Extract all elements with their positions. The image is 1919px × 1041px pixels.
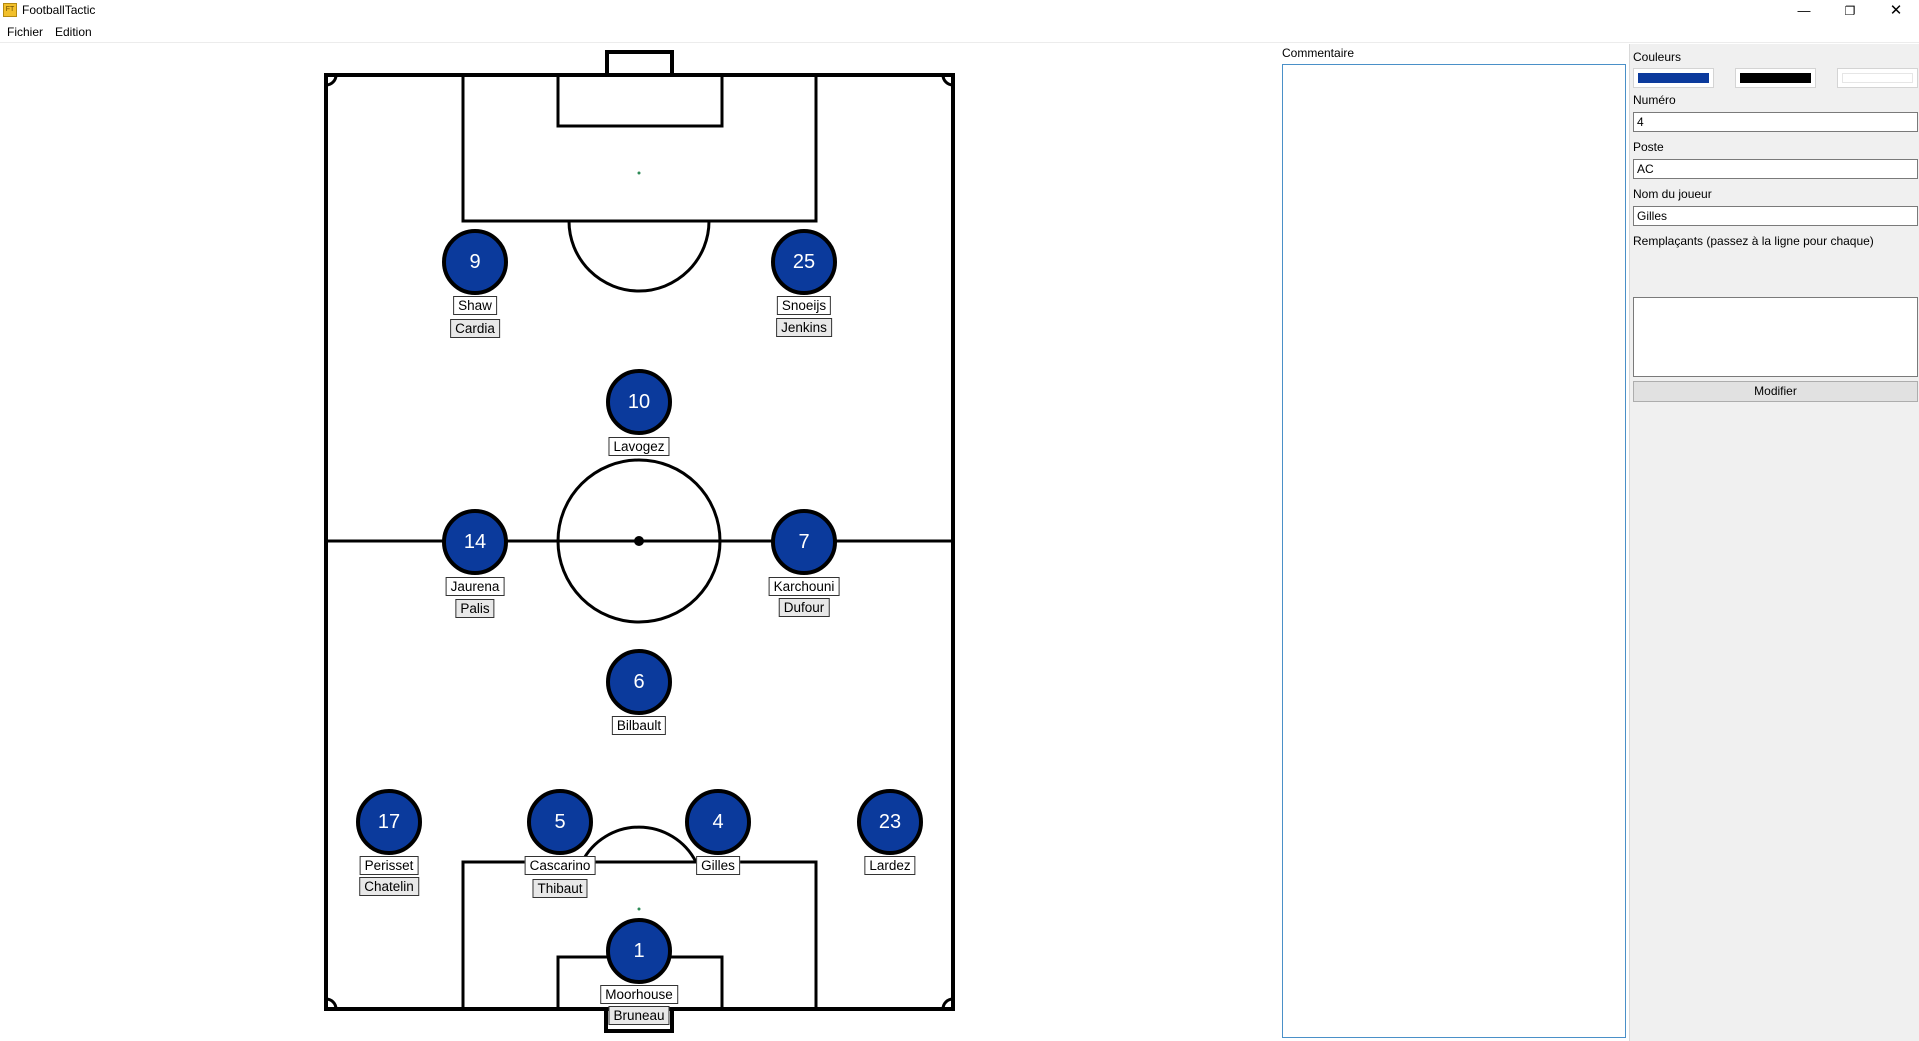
player-sub-tag[interactable]: Thibaut xyxy=(532,879,588,898)
primary-color-swatch xyxy=(1638,73,1709,83)
player-sub-tag[interactable]: Bruneau xyxy=(608,1006,670,1025)
menu-edition[interactable]: Edition xyxy=(55,25,92,39)
player-token[interactable]: 14 xyxy=(442,509,508,575)
player-name-tag[interactable]: Lavogez xyxy=(608,437,670,456)
secondary-color-swatch xyxy=(1842,73,1913,83)
player-token[interactable]: 4 xyxy=(685,789,751,855)
numero-label: Numéro xyxy=(1633,93,1676,107)
primary-color-picker[interactable] xyxy=(1633,68,1714,88)
poste-label: Poste xyxy=(1633,140,1664,154)
poste-input[interactable] xyxy=(1633,159,1918,179)
player-name-tag[interactable]: Jaurena xyxy=(445,577,505,596)
title-bar: FT FootballTactic — ❐ ✕ xyxy=(0,0,1919,22)
player-name-tag[interactable]: Perisset xyxy=(359,856,419,875)
player-token[interactable]: 17 xyxy=(356,789,422,855)
player-name-tag[interactable]: Karchouni xyxy=(768,577,840,596)
player-sub-tag[interactable]: Chatelin xyxy=(359,877,419,896)
comment-label: Commentaire xyxy=(1282,46,1355,60)
player-sub-tag[interactable]: Dufour xyxy=(778,598,830,617)
modifier-button[interactable]: Modifier xyxy=(1633,381,1918,402)
football-tactic-app-icon: FT xyxy=(3,3,17,17)
player-name-tag[interactable]: Snoeijs xyxy=(776,296,832,315)
player-token[interactable]: 1 xyxy=(606,918,672,984)
player-name-tag[interactable]: Cascarino xyxy=(524,856,596,875)
player-token[interactable]: 25 xyxy=(771,229,837,295)
colors-label: Couleurs xyxy=(1633,50,1682,64)
player-token[interactable]: 23 xyxy=(857,789,923,855)
player-properties-panel: Couleurs Numéro Poste Nom du joueur Remp… xyxy=(1629,44,1919,1041)
player-name-tag[interactable]: Lardez xyxy=(864,856,916,875)
player-name-tag[interactable]: Gilles xyxy=(696,856,740,875)
player-token[interactable]: 10 xyxy=(606,369,672,435)
minimize-button[interactable]: — xyxy=(1797,3,1811,18)
remplacants-label: Remplaçants (passez à la ligne pour chaq… xyxy=(1633,234,1874,248)
nom-joueur-input[interactable] xyxy=(1633,206,1918,226)
maximize-button[interactable]: ❐ xyxy=(1844,4,1856,18)
close-button[interactable]: ✕ xyxy=(1889,2,1903,19)
border-color-picker[interactable] xyxy=(1735,68,1816,88)
remplacants-textarea[interactable] xyxy=(1633,297,1918,377)
player-token[interactable]: 5 xyxy=(527,789,593,855)
player-name-tag[interactable]: Bilbault xyxy=(611,716,667,735)
player-sub-tag[interactable]: Palis xyxy=(455,599,495,618)
player-name-tag[interactable]: Shaw xyxy=(453,296,497,315)
numero-input[interactable] xyxy=(1633,112,1918,132)
window-title: FootballTactic xyxy=(22,3,96,17)
menu-bar: Fichier Edition xyxy=(0,22,1919,43)
secondary-color-picker[interactable] xyxy=(1837,68,1918,88)
player-token[interactable]: 7 xyxy=(771,509,837,575)
nom-joueur-label: Nom du joueur xyxy=(1633,187,1712,201)
player-name-tag[interactable]: Moorhouse xyxy=(600,985,678,1004)
comment-textarea[interactable] xyxy=(1282,64,1626,1038)
menu-fichier[interactable]: Fichier xyxy=(7,25,44,39)
player-token[interactable]: 6 xyxy=(606,649,672,715)
border-color-swatch xyxy=(1740,73,1811,83)
player-sub-tag[interactable]: Jenkins xyxy=(776,318,832,337)
player-sub-tag[interactable]: Cardia xyxy=(450,319,500,338)
player-token[interactable]: 9 xyxy=(442,229,508,295)
